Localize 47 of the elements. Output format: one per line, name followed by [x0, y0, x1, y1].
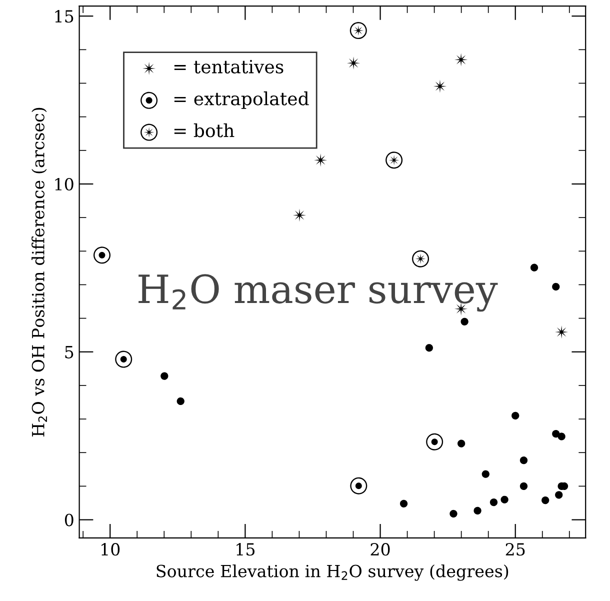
point	[412, 250, 430, 268]
point	[520, 456, 528, 464]
x-tick-label: 15	[236, 543, 254, 556]
point	[350, 477, 368, 494]
point	[458, 440, 466, 448]
point	[160, 372, 168, 380]
y-tick-label: 10	[55, 178, 74, 191]
x-tick-label: 10	[102, 543, 120, 556]
point	[350, 22, 367, 40]
point	[490, 498, 498, 506]
point	[314, 154, 328, 167]
point	[346, 56, 360, 70]
point	[94, 246, 110, 264]
point	[433, 80, 447, 93]
point	[500, 496, 508, 504]
point	[115, 350, 132, 368]
point	[292, 208, 306, 222]
point	[530, 264, 538, 272]
y-tick-label: 0	[64, 514, 74, 526]
point	[426, 433, 444, 450]
point	[176, 397, 184, 406]
point	[552, 282, 560, 291]
y-tick-label: 15	[55, 10, 74, 23]
point	[460, 318, 468, 326]
x-tick-label: 25	[506, 543, 525, 556]
point	[542, 496, 550, 504]
point	[554, 325, 568, 339]
point	[520, 482, 528, 490]
point	[454, 53, 468, 66]
point	[450, 510, 458, 518]
point	[555, 491, 563, 499]
legend-label: = extrapolated	[174, 91, 309, 109]
point	[400, 500, 408, 508]
x-tick-label: 20	[370, 543, 390, 556]
legend-label: = tentatives	[174, 60, 284, 74]
point	[425, 344, 433, 352]
point	[474, 506, 482, 514]
point	[552, 430, 560, 438]
y-tick-label: 5	[65, 346, 74, 358]
point	[512, 412, 520, 420]
legend-label: = both	[174, 123, 234, 138]
point	[558, 432, 566, 440]
point	[386, 152, 403, 169]
point	[482, 470, 490, 478]
y-axis-title: H$_{2}$O vs OH Position difference (arcsec)	[32, 108, 47, 436]
annotation: H$_{2}$O maser survey	[138, 274, 498, 312]
x-axis-title: Source Elevation in H$_{2}$O survey (degrees)	[156, 564, 508, 581]
